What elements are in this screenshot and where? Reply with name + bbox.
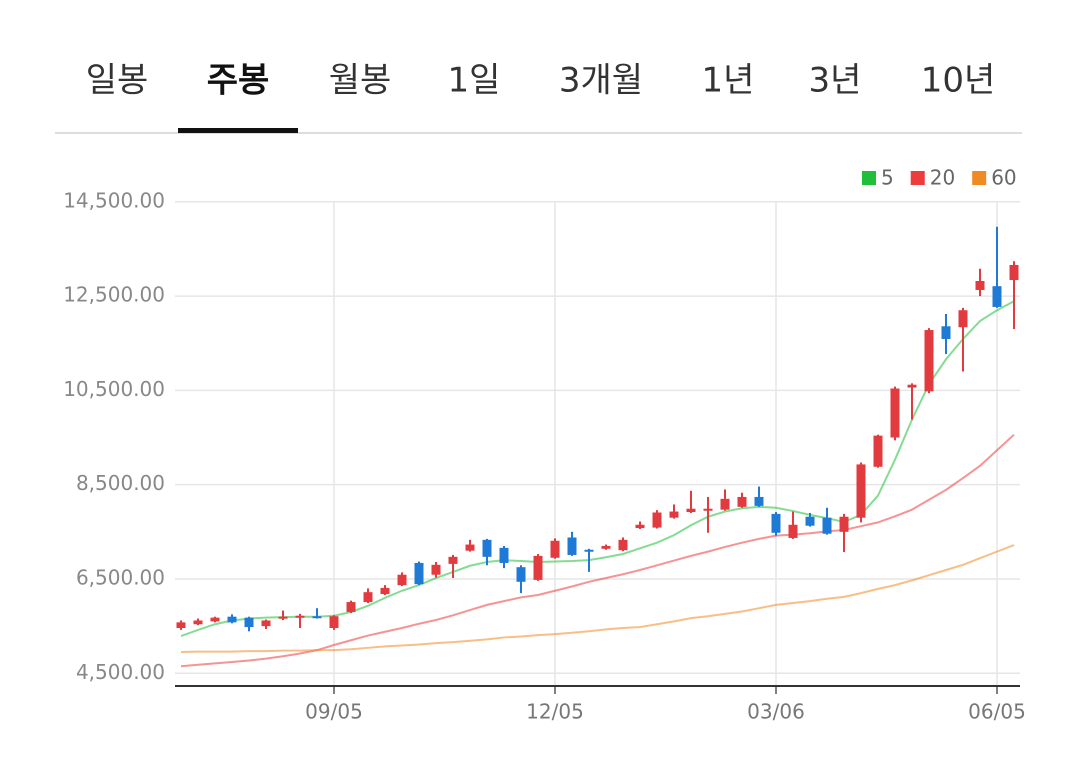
candle-body	[533, 555, 543, 580]
candle-body	[414, 562, 424, 585]
candle-body	[737, 496, 747, 507]
candle-body	[261, 620, 271, 627]
candle-body	[652, 512, 662, 528]
y-tick-label: 10,500.00	[63, 377, 165, 401]
candle-body	[635, 524, 645, 529]
candle-body	[686, 508, 696, 513]
tab[interactable]: 1일	[448, 61, 501, 101]
x-tick-label: 09/05	[305, 700, 363, 724]
candle-body	[805, 516, 815, 526]
ma-line	[180, 433, 1015, 668]
candle-body	[958, 310, 968, 328]
tab[interactable]: 일봉	[86, 61, 149, 101]
y-tick-label: 8,500.00	[76, 471, 165, 495]
candle-body	[1009, 264, 1019, 281]
candle-body	[210, 617, 220, 622]
tab[interactable]: 10년	[921, 61, 996, 101]
tab[interactable]: 3년	[809, 61, 862, 101]
legend-label: 5	[881, 166, 894, 190]
candle-body	[465, 544, 475, 551]
tab[interactable]: 1년	[702, 61, 755, 101]
candle-body	[941, 326, 951, 339]
candle-body	[618, 539, 628, 551]
candle-body	[788, 524, 798, 538]
tab[interactable]: 월봉	[329, 61, 392, 101]
x-tick-label: 12/05	[526, 700, 584, 724]
tab[interactable]: 주봉	[207, 61, 270, 101]
candle-body	[482, 539, 492, 557]
legend-label: 60	[991, 166, 1016, 190]
legend-swatch	[910, 171, 925, 185]
legend-swatch	[862, 171, 876, 185]
y-tick-label: 4,500.00	[76, 660, 165, 684]
candle-body	[295, 615, 305, 618]
candle-body	[975, 280, 985, 290]
candle-body	[992, 286, 1002, 307]
candle-body	[669, 511, 679, 518]
candle-body	[193, 620, 203, 625]
candle-body	[227, 616, 237, 623]
candle-body	[601, 545, 611, 549]
candle-body	[380, 587, 390, 595]
y-tick-label: 6,500.00	[76, 565, 165, 589]
candle-body	[363, 592, 373, 603]
x-tick-label: 03/06	[747, 700, 805, 724]
candle-body	[822, 517, 832, 534]
candle-body	[856, 464, 866, 518]
ma-line	[180, 544, 1015, 654]
candle-body	[720, 498, 730, 510]
candle-body	[346, 602, 356, 612]
candle-body	[448, 556, 458, 564]
candle-body	[550, 540, 560, 558]
tab[interactable]: 3개월	[559, 61, 643, 101]
candle-body	[839, 516, 849, 532]
candle-body	[329, 616, 339, 629]
candle-body	[890, 388, 900, 438]
candle-body	[703, 508, 713, 511]
candle-body	[176, 622, 186, 629]
y-tick-label: 12,500.00	[63, 283, 165, 307]
candle-body	[278, 616, 288, 619]
candle-body	[754, 496, 764, 506]
candle-body	[244, 617, 254, 628]
candle-body	[771, 513, 781, 533]
x-tick-label: 06/05	[968, 700, 1026, 724]
candle-body	[924, 330, 934, 392]
legend-label: 20	[930, 166, 955, 190]
y-tick-label: 14,500.00	[63, 188, 165, 212]
legend-swatch	[972, 171, 987, 185]
candle-body	[516, 567, 526, 582]
candle-body	[584, 549, 594, 552]
candle-body	[312, 616, 322, 619]
candle-body	[873, 435, 883, 467]
candle-body	[431, 564, 441, 575]
tab-underline	[178, 128, 298, 133]
candle-body	[397, 574, 407, 586]
candle-body	[499, 547, 509, 563]
candle-body	[907, 384, 917, 388]
candle-body	[567, 537, 577, 555]
